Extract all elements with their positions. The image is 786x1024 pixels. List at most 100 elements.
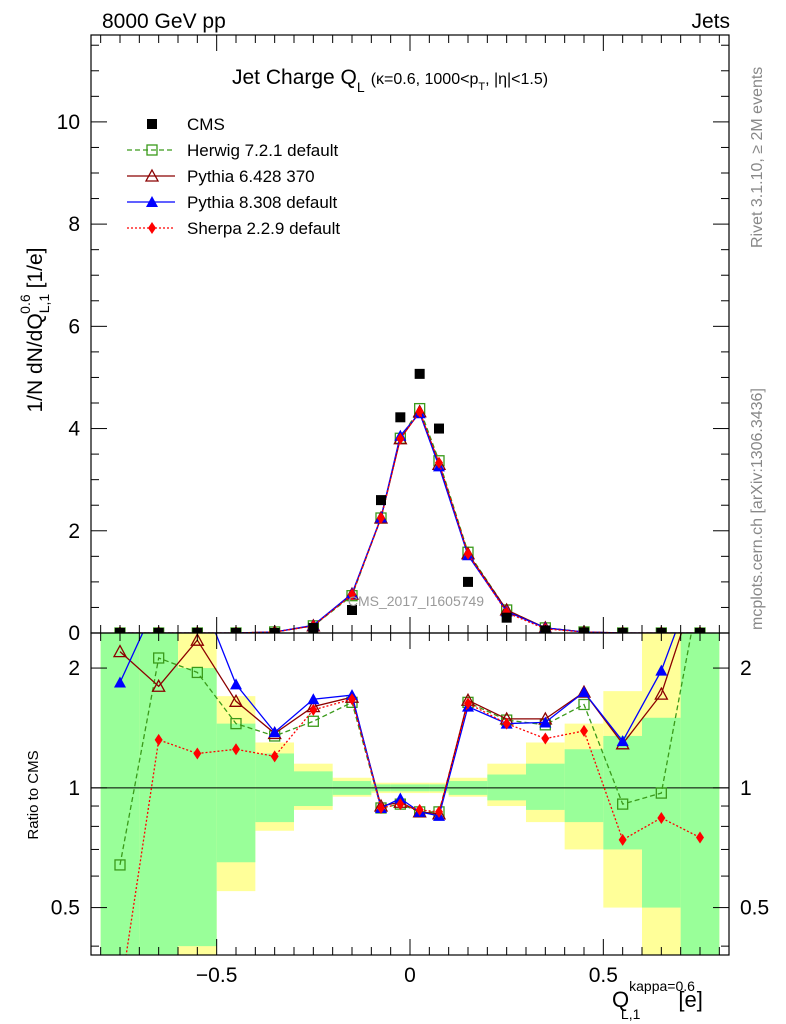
- green-band-bin: [680, 633, 720, 955]
- x-tick-label: −0.5: [196, 964, 237, 987]
- ratio-herwig-line: [119, 633, 693, 866]
- green-band-bin: [294, 771, 333, 807]
- ratio-herwig-point: [153, 652, 165, 664]
- ratio-sherpa-point: [193, 747, 202, 760]
- main-sherpa-point: [464, 547, 472, 560]
- green-band-bin: [564, 749, 604, 823]
- process-label: Jets: [691, 10, 730, 33]
- main-cms-point: [395, 412, 406, 423]
- main-y-tick-label: 10: [57, 111, 80, 134]
- ratio-pythia8-point: [114, 676, 126, 688]
- main-cms-point: [376, 495, 386, 506]
- ratio-pythia6-point: [151, 678, 166, 692]
- legend-pythia8-label: Pythia 8.308 default: [187, 193, 338, 212]
- ratio-pythia6-point: [190, 633, 205, 646]
- ratio-pythia8-point: [191, 581, 203, 592]
- legend-herwig-marker: [146, 144, 158, 156]
- ratio-pythia8-point: [307, 693, 320, 705]
- ratio-y-tick-label-left: 2: [68, 657, 80, 680]
- main-y-tick-label: 4: [68, 418, 80, 441]
- ratio-pythia8-point: [153, 592, 165, 603]
- ratio-sherpa-point: [154, 733, 163, 746]
- ratio-y-tick-label-left: 1: [68, 777, 80, 800]
- energy-label: 8000 GeV pp: [102, 10, 226, 33]
- legend-pythia8-marker: [146, 196, 158, 207]
- ratio-panel-series: [112, 561, 706, 1002]
- ratio-sherpa-point: [618, 833, 627, 846]
- green-band-bin: [178, 668, 217, 947]
- ratio-pythia8-point: [694, 561, 706, 572]
- main-sherpa-point: [396, 432, 405, 445]
- legend-sherpa-label: Sherpa 2.2.9 default: [187, 219, 340, 238]
- main-sherpa-point: [435, 456, 443, 469]
- ratio-sherpa-point: [657, 811, 666, 824]
- ratio-uncertainty-bands: [100, 633, 720, 955]
- ratio-y-tick-label-left: 0.5: [51, 897, 80, 920]
- source-reference-label: mcplots.cern.ch [arXiv:1306.3436]: [749, 388, 766, 630]
- ratio-sherpa-point: [309, 703, 318, 716]
- ratio-y-tick-label-right: 2: [740, 657, 752, 680]
- ratio-sherpa-point: [116, 990, 124, 1002]
- ratio-pythia8-point: [578, 686, 590, 698]
- ratio-sherpa-point: [464, 697, 472, 710]
- ratio-herwig-point: [695, 582, 705, 592]
- ratio-herwig-point: [114, 859, 126, 871]
- legend-pythia6-marker: [144, 168, 160, 182]
- ratio-sherpa-point: [696, 831, 704, 844]
- main-y-tick-label: 2: [68, 520, 80, 543]
- axis-ticks: [91, 35, 729, 955]
- ratio-y-tick-label-right: 0.5: [740, 897, 769, 920]
- x-tick-label: 0.5: [589, 964, 618, 987]
- main-cms-point: [347, 605, 357, 615]
- ratio-pythia6-point: [112, 644, 128, 658]
- ratio-herwig-point: [617, 798, 629, 810]
- ratio-y-axis-label: Ratio to CMS: [25, 750, 42, 839]
- green-band-bin: [526, 763, 565, 810]
- main-y-tick-label: 0: [68, 622, 80, 645]
- ratio-herwig-point: [655, 787, 667, 799]
- legend: CMS Herwig 7.2.1 default Pythia 6.428 370 P…: [127, 115, 340, 238]
- main-sherpa-line: [120, 410, 700, 633]
- ratio-pythia8-point: [539, 716, 552, 728]
- ratio-pythia8-point: [230, 678, 242, 690]
- ratio-y-tick-label-right: 1: [740, 777, 752, 800]
- main-sherpa-point: [377, 512, 385, 524]
- main-cms-point: [501, 612, 512, 623]
- legend-cms-label: CMS: [187, 115, 225, 134]
- ratio-sherpa-point: [348, 693, 356, 706]
- legend-sherpa-marker: [148, 222, 156, 234]
- main-y-tick-label: 6: [68, 315, 80, 338]
- ratio-herwig-point: [191, 666, 203, 679]
- ratio-sherpa-point: [541, 732, 550, 745]
- main-y-axis-label: 1/N dN/dQL,10.6[1/e]: [17, 247, 52, 412]
- main-sherpa-point: [415, 405, 424, 418]
- ratio-pythia8-line: [119, 633, 676, 817]
- ratio-sherpa-point: [377, 801, 385, 814]
- ratio-pythia6-point: [694, 570, 706, 581]
- x-axis-label: Qkappa=0.6 L,1[e]: [612, 978, 703, 1022]
- ratio-pythia8-point: [268, 726, 281, 738]
- axis-tick-labels: −0.5 0 0.5 0 2 4 6 8 10 0.5 0.5 1 1 2 2: [51, 111, 769, 987]
- ratio-herwig-point: [230, 717, 242, 730]
- ratio-sherpa-point: [232, 743, 240, 756]
- plot-title: Jet Charge QL (κ=0.6, 1000<pT, |η|<1.5): [232, 66, 548, 95]
- ratio-sherpa-point: [502, 717, 511, 730]
- legend-herwig-label: Herwig 7.2.1 default: [187, 141, 338, 160]
- main-cms-point: [434, 423, 444, 434]
- ratio-sherpa-point: [415, 803, 424, 816]
- green-band-bin: [603, 735, 642, 850]
- main-cms-point: [414, 368, 425, 379]
- ratio-herwig-point: [578, 698, 590, 711]
- ratio-pythia6-point: [654, 686, 669, 700]
- main-sherpa-point: [348, 588, 356, 601]
- ratio-sherpa-point: [396, 798, 405, 811]
- ratio-pythia8-point: [655, 664, 668, 676]
- ratio-pythia6-point: [228, 693, 244, 707]
- ratio-sherpa-point: [580, 724, 588, 737]
- ratio-sherpa-point: [270, 750, 279, 763]
- ratio-sherpa-point: [435, 805, 443, 818]
- ratio-sherpa-line: [125, 698, 701, 955]
- x-tick-label: 0: [404, 964, 416, 987]
- ratio-pythia8-point: [616, 735, 629, 747]
